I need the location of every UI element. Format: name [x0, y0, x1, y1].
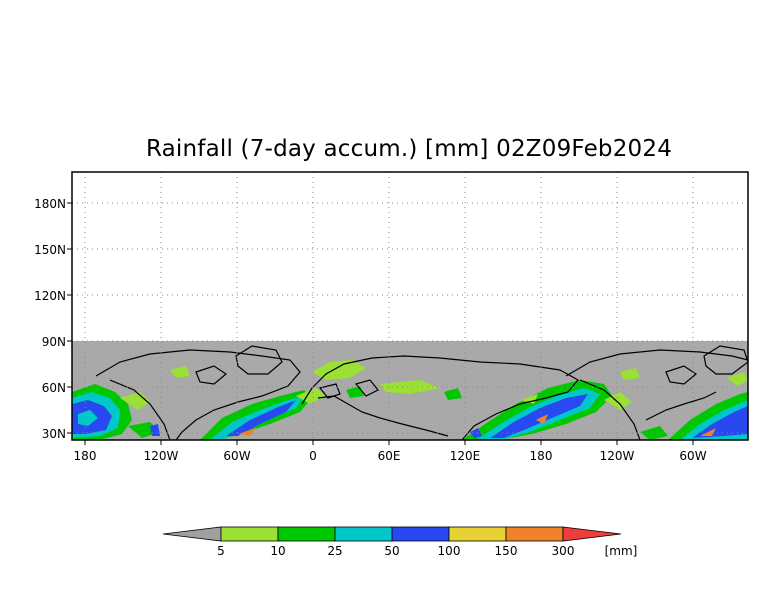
lon-axis: 180 120W 60W 0 60E 120E 180 120W 60W [74, 449, 707, 463]
colorbar-label-50: 50 [384, 544, 399, 558]
rain-band-atlantic-right [668, 372, 748, 440]
lat-label-120n: 120N [34, 289, 66, 303]
lat-label-150n: 150N [34, 243, 66, 257]
colorbar-bin-6 [505, 526, 564, 542]
lon-label-120w-b: 120W [600, 449, 635, 463]
lat-axis: 180N 150N 120N 90N 60N 30N [34, 197, 66, 441]
lon-label-60w-b: 60W [679, 449, 706, 463]
lon-label-0: 0 [309, 449, 317, 463]
colorbar-label-300: 300 [552, 544, 575, 558]
rainfall-field [72, 341, 748, 440]
colorbar-bin-4 [391, 526, 450, 542]
colorbar-label-5: 5 [217, 544, 225, 558]
colorbar-bin-1 [220, 526, 279, 542]
lat-label-180n: 180N [34, 197, 66, 211]
lat-label-60n: 60N [42, 381, 66, 395]
colorbar-unit: [mm] [605, 544, 638, 558]
lat-label-90n: 90N [42, 335, 66, 349]
rain-scattered [170, 366, 640, 400]
colorbar-lower-extend [162, 526, 222, 542]
colorbar-bin-3 [334, 526, 393, 542]
lon-label-60e: 60E [378, 449, 401, 463]
colorbar-label-100: 100 [438, 544, 461, 558]
colorbar: 5 10 25 50 100 150 300 [mm] [162, 526, 638, 558]
colorbar-upper-extend [562, 526, 622, 542]
rain-band-atlantic [200, 360, 366, 440]
rain-band-pacific-east [462, 380, 612, 440]
colorbar-label-150: 150 [495, 544, 518, 558]
lon-label-120e: 120E [450, 449, 481, 463]
colorbar-bin-2 [277, 526, 336, 542]
lon-label-180: 180 [74, 449, 97, 463]
colorbar-bin-5 [448, 526, 507, 542]
axis-ticks [67, 202, 694, 445]
plot-frame [71, 171, 749, 441]
map-title: Rainfall (7-day accum.) [mm] 02Z09Feb202… [145, 136, 673, 162]
lat-label-30n: 30N [42, 427, 66, 441]
lon-label-120w: 120W [144, 449, 179, 463]
rain-band-pacific-west [72, 384, 160, 440]
plot-background [72, 172, 748, 340]
colorbar-label-10: 10 [270, 544, 285, 558]
coastlines [95, 345, 748, 440]
lon-label-180b: 180 [530, 449, 553, 463]
lon-label-60w: 60W [223, 449, 250, 463]
colorbar-label-25: 25 [327, 544, 342, 558]
